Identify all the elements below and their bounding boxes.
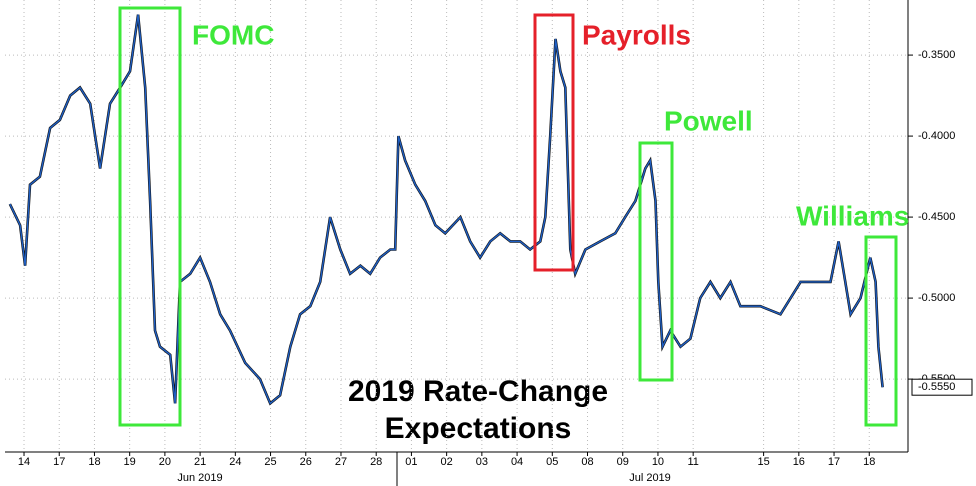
x-tick-label: 28 xyxy=(370,456,382,468)
x-tick-label: 03 xyxy=(476,456,488,468)
x-tick-label: 18 xyxy=(88,456,100,468)
x-tick-label: 20 xyxy=(159,456,171,468)
annotation-box xyxy=(118,6,182,427)
chart-title: 2019 Rate-Change xyxy=(348,375,608,408)
annotation-label: FOMC xyxy=(192,19,274,50)
x-tick-label: 15 xyxy=(757,456,769,468)
x-tick-label: 05 xyxy=(546,456,558,468)
last-value-label: -0.5550 xyxy=(918,381,955,393)
x-tick-label: 11 xyxy=(687,456,698,468)
x-tick-label: 24 xyxy=(229,456,241,468)
x-tick-label: 17 xyxy=(828,456,840,468)
x-tick-label: 27 xyxy=(335,456,347,468)
series-line xyxy=(9,14,884,405)
x-tick-label: 04 xyxy=(511,456,523,468)
x-tick-label: 21 xyxy=(194,456,206,468)
y-tick-label: -0.5000 xyxy=(918,292,955,304)
annotation-label: Williams xyxy=(796,200,909,231)
annotation-label: Payrolls xyxy=(582,19,691,50)
chart-title: Expectations xyxy=(385,412,572,445)
x-tick-label: 25 xyxy=(264,456,276,468)
x-tick-label: 10 xyxy=(652,456,664,468)
annotation-box xyxy=(864,235,898,427)
x-tick-label: 18 xyxy=(863,456,875,468)
annotation-box xyxy=(533,13,575,272)
x-tick-label: 17 xyxy=(53,456,65,468)
month-label: Jun 2019 xyxy=(177,472,222,484)
y-tick-label: -0.4000 xyxy=(918,130,955,142)
x-tick-label: 01 xyxy=(405,456,417,468)
y-tick-label: -0.3500 xyxy=(918,49,955,61)
x-tick-label: 14 xyxy=(18,456,30,468)
annotation-label: Powell xyxy=(664,105,753,136)
annotation-box xyxy=(638,141,674,382)
last-value-tag xyxy=(911,378,973,396)
x-tick-label: 26 xyxy=(300,456,312,468)
month-label: Jul 2019 xyxy=(629,472,671,484)
x-tick-label: 09 xyxy=(617,456,629,468)
x-tick-label: 02 xyxy=(441,456,453,468)
x-tick-label: 19 xyxy=(124,456,136,468)
y-tick-label: -0.4500 xyxy=(918,211,955,223)
x-tick-label: 08 xyxy=(581,456,593,468)
x-tick-label: 16 xyxy=(793,456,805,468)
